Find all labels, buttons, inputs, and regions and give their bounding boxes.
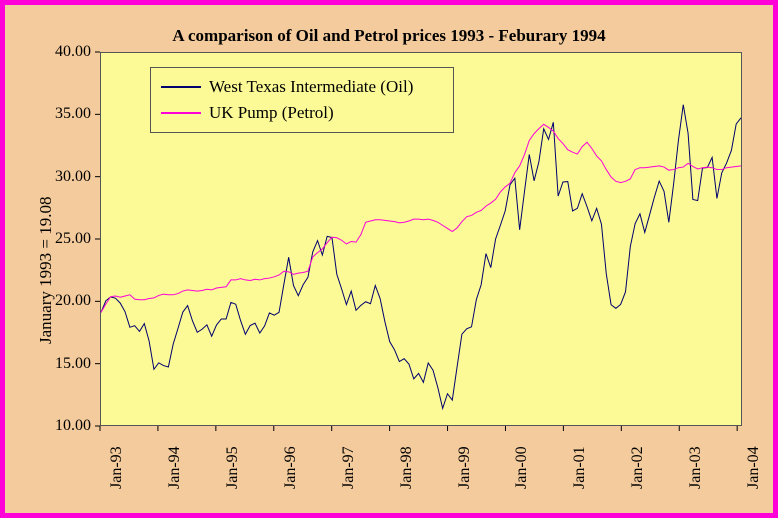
axis-tick-label: 35.00 bbox=[55, 105, 91, 123]
axis-tick-label: Jan-03 bbox=[687, 446, 705, 489]
legend-swatch-oil bbox=[161, 86, 201, 88]
axis-tick-label: Jan-93 bbox=[108, 446, 126, 489]
axis-tick-label: Jan-96 bbox=[282, 446, 300, 489]
chart-title: A comparison of Oil and Petrol prices 19… bbox=[0, 26, 778, 46]
series-uk-petrol bbox=[101, 124, 741, 312]
axis-tick-label: 15.00 bbox=[55, 355, 91, 373]
legend-swatch-petrol bbox=[161, 112, 201, 114]
series-wti-oil bbox=[101, 105, 741, 409]
legend-item-petrol: UK Pump (Petrol) bbox=[161, 100, 443, 126]
axis-tick-label: 40.00 bbox=[55, 43, 91, 61]
y-axis-label: January 1993 = 19.08 bbox=[36, 196, 56, 343]
axis-tick-label: Jan-01 bbox=[571, 446, 589, 489]
axis-tick-label: Jan-04 bbox=[745, 446, 763, 489]
axis-tick-label: Jan-97 bbox=[340, 446, 358, 489]
axis-tick-label: 20.00 bbox=[55, 292, 91, 310]
axis-tick-label: Jan-98 bbox=[398, 446, 416, 489]
legend-item-oil: West Texas Intermediate (Oil) bbox=[161, 74, 443, 100]
axis-tick-label: Jan-94 bbox=[166, 446, 184, 489]
legend-label-oil: West Texas Intermediate (Oil) bbox=[209, 77, 413, 97]
axis-tick-label: 25.00 bbox=[55, 230, 91, 248]
legend: West Texas Intermediate (Oil) UK Pump (P… bbox=[150, 67, 454, 133]
legend-label-petrol: UK Pump (Petrol) bbox=[209, 103, 334, 123]
axis-tick-label: Jan-95 bbox=[224, 446, 242, 489]
axis-tick-label: 30.00 bbox=[55, 168, 91, 186]
axis-tick-label: 10.00 bbox=[55, 417, 91, 435]
axis-tick-label: Jan-00 bbox=[513, 446, 531, 489]
axis-tick-label: Jan-99 bbox=[456, 446, 474, 489]
axis-tick-label: Jan-02 bbox=[629, 446, 647, 489]
